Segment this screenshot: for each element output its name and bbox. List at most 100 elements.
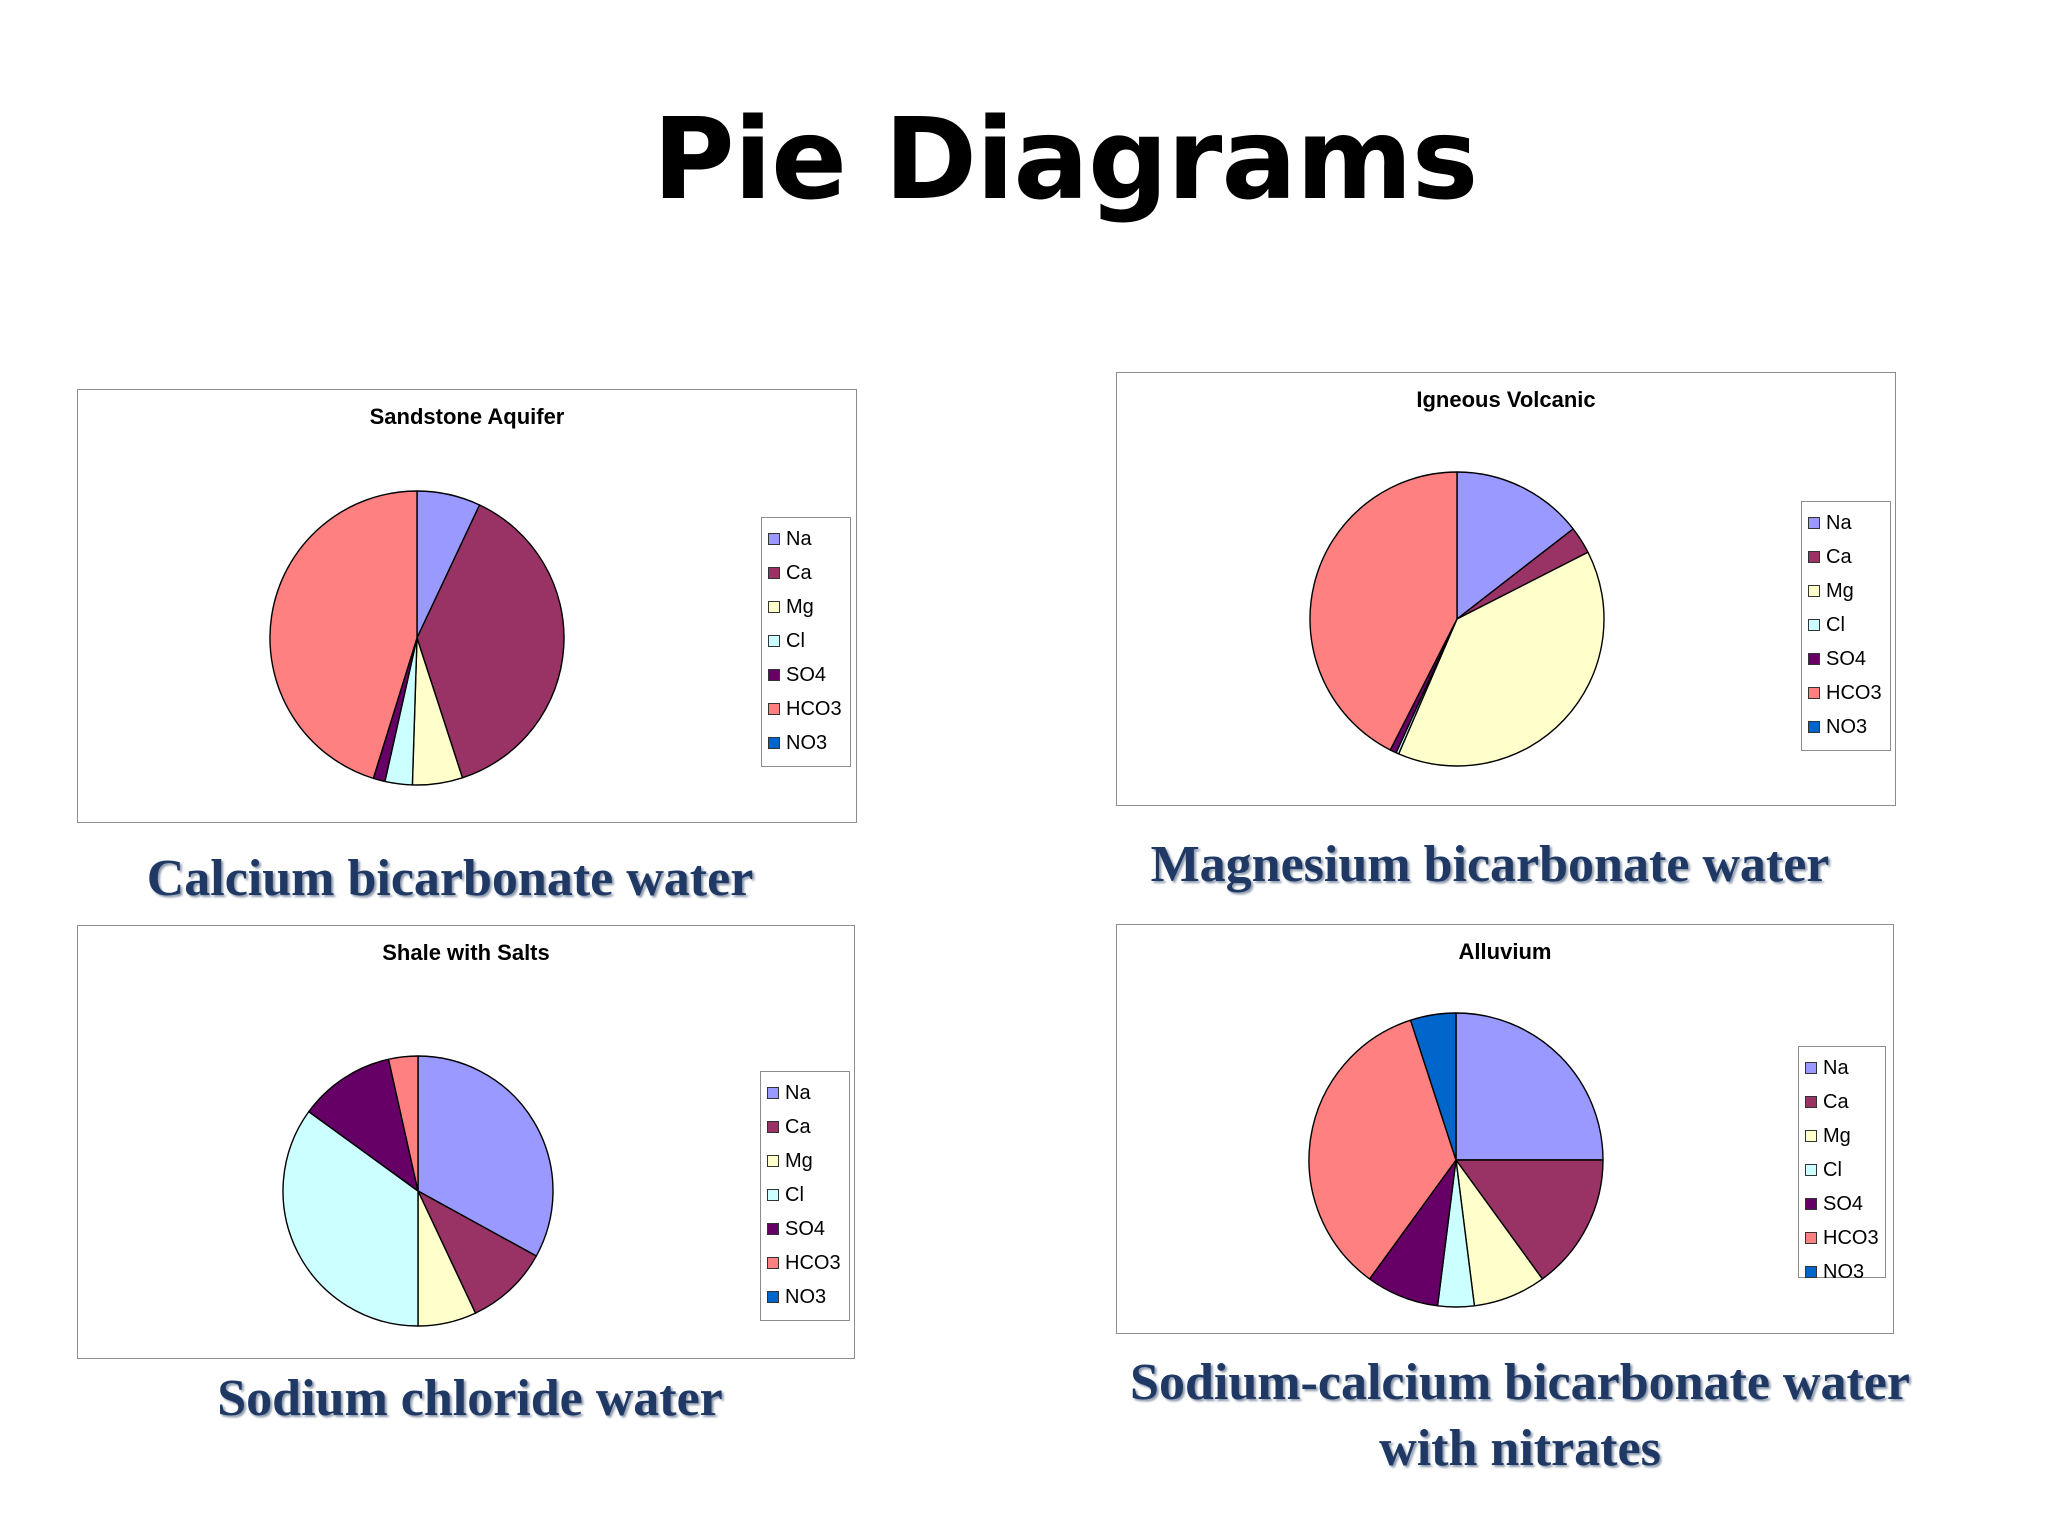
legend-item-so4: SO4	[768, 658, 846, 692]
chart-alluvium: Alluvium Na Ca Mg Cl SO4 HCO3 NO3	[1116, 924, 1894, 1334]
legend-item-no3: NO3	[767, 1280, 845, 1314]
legend-item-ca: Ca	[767, 1110, 845, 1144]
legend-label: Mg	[1826, 580, 1854, 602]
legend-label: Ca	[786, 562, 812, 584]
legend-item-na: Na	[1805, 1051, 1881, 1085]
legend-swatch	[768, 703, 780, 715]
legend-item-cl: Cl	[767, 1178, 845, 1212]
caption-calcium-bicarbonate: Calcium bicarbonate water	[146, 850, 754, 907]
legend-item-ca: Ca	[768, 556, 846, 590]
legend-swatch	[767, 1189, 779, 1201]
legend-swatch	[767, 1087, 779, 1099]
legend-label: HCO3	[1823, 1227, 1879, 1249]
legend-swatch	[768, 737, 780, 749]
legend-item-ca: Ca	[1808, 540, 1886, 574]
pie-chart	[269, 490, 565, 786]
legend-label: Mg	[1823, 1125, 1851, 1147]
legend-item-cl: Cl	[1805, 1153, 1881, 1187]
pie-slice-ca	[416, 504, 565, 779]
legend-swatch	[1805, 1130, 1817, 1142]
legend-item-hco3: HCO3	[768, 692, 846, 726]
slide-title: Pie Diagrams	[652, 95, 1479, 225]
caption-sodium-chloride: Sodium chloride water	[217, 1370, 723, 1427]
legend-label: SO4	[1826, 648, 1867, 670]
legend-label: NO3	[1823, 1261, 1865, 1283]
legend-label: Cl	[785, 1184, 804, 1206]
caption-magnesium-bicarbonate: Magnesium bicarbonate water	[1150, 836, 1830, 893]
legend-swatch	[1805, 1266, 1817, 1278]
pie-slice-hco3	[269, 490, 418, 780]
legend-item-mg: Mg	[768, 590, 846, 624]
pie-chart	[1308, 1012, 1604, 1308]
legend-label: Na	[786, 528, 812, 550]
pie-chart	[1309, 471, 1605, 767]
legend-label: Cl	[1823, 1159, 1842, 1181]
legend-swatch	[767, 1121, 779, 1133]
legend-label: Cl	[1826, 614, 1845, 636]
legend-swatch	[1808, 653, 1820, 665]
chart-title: Shale with Salts	[382, 940, 550, 965]
legend-swatch	[767, 1155, 779, 1167]
legend-swatch	[1805, 1198, 1817, 1210]
pie-slice-hco3	[1309, 471, 1458, 751]
pie-slice-na	[417, 1055, 554, 1257]
legend-item-hco3: HCO3	[1805, 1221, 1881, 1255]
pie-chart	[282, 1055, 554, 1327]
legend-label: Na	[1826, 512, 1852, 534]
legend-swatch	[1805, 1164, 1817, 1176]
legend-label: Ca	[1823, 1091, 1849, 1113]
legend-item-cl: Cl	[768, 624, 846, 658]
legend-swatch	[767, 1257, 779, 1269]
pie-slice-hco3	[1308, 1019, 1457, 1280]
pie-slice-so4	[308, 1058, 419, 1192]
legend-item-ca: Ca	[1805, 1085, 1881, 1119]
legend-label: HCO3	[786, 698, 842, 720]
pie-slice-na	[1456, 471, 1574, 620]
legend-item-so4: SO4	[767, 1212, 845, 1246]
legend-swatch	[1808, 551, 1820, 563]
legend-item-na: Na	[767, 1076, 845, 1110]
legend-item-no3: NO3	[1808, 710, 1886, 744]
legend: Na Ca Mg Cl SO4 HCO3 NO3	[1798, 1046, 1886, 1283]
legend-swatch	[767, 1223, 779, 1235]
legend-item-mg: Mg	[767, 1144, 845, 1178]
legend-label: Cl	[786, 630, 805, 652]
legend-item-mg: Mg	[1805, 1119, 1881, 1153]
pie-slice-mg	[1397, 551, 1605, 767]
pie-slice-cl	[282, 1110, 419, 1327]
legend-swatch	[1805, 1096, 1817, 1108]
legend-item-no3: NO3	[1805, 1255, 1881, 1289]
legend-swatch	[768, 601, 780, 613]
legend-item-hco3: HCO3	[1808, 676, 1886, 710]
legend-swatch	[1808, 687, 1820, 699]
pie-slice-ca	[417, 1190, 537, 1314]
pie-slice-na	[1455, 1012, 1604, 1161]
legend-item-hco3: HCO3	[767, 1246, 845, 1280]
legend-item-no3: NO3	[768, 726, 846, 760]
legend-label: NO3	[1826, 716, 1868, 738]
chart-igneous-volcanic: Igneous Volcanic Na Ca Mg Cl SO4 HCO3 NO3	[1116, 372, 1896, 806]
caption-sodium-calcium-bicarbonate: Sodium-calcium bicarbonate water with ni…	[1130, 1354, 1910, 1477]
legend-swatch	[768, 635, 780, 647]
legend: Na Ca Mg Cl SO4 HCO3 NO3	[760, 1071, 850, 1321]
legend-swatch	[767, 1291, 779, 1303]
legend-item-na: Na	[768, 522, 846, 556]
legend-label: Ca	[785, 1116, 811, 1138]
chart-title: Sandstone Aquifer	[369, 404, 565, 429]
legend-label: SO4	[786, 664, 827, 686]
legend-item-mg: Mg	[1808, 574, 1886, 608]
chart-title: Igneous Volcanic	[1416, 387, 1596, 412]
legend-swatch	[1808, 619, 1820, 631]
legend-label: HCO3	[1826, 682, 1882, 704]
legend-label: Mg	[786, 596, 814, 618]
legend-label: HCO3	[785, 1252, 841, 1274]
legend-label: Ca	[1826, 546, 1852, 568]
chart-shale-with-salts: Shale with Salts Na Ca Mg Cl SO4 HCO3 NO3	[77, 925, 855, 1359]
legend-swatch	[1808, 517, 1820, 529]
legend-swatch	[1808, 585, 1820, 597]
legend-item-so4: SO4	[1808, 642, 1886, 676]
legend-swatch	[768, 669, 780, 681]
pie-slice-hco3	[387, 1055, 419, 1192]
legend: Na Ca Mg Cl SO4 HCO3 NO3	[1801, 501, 1891, 751]
legend-label: NO3	[785, 1286, 827, 1308]
